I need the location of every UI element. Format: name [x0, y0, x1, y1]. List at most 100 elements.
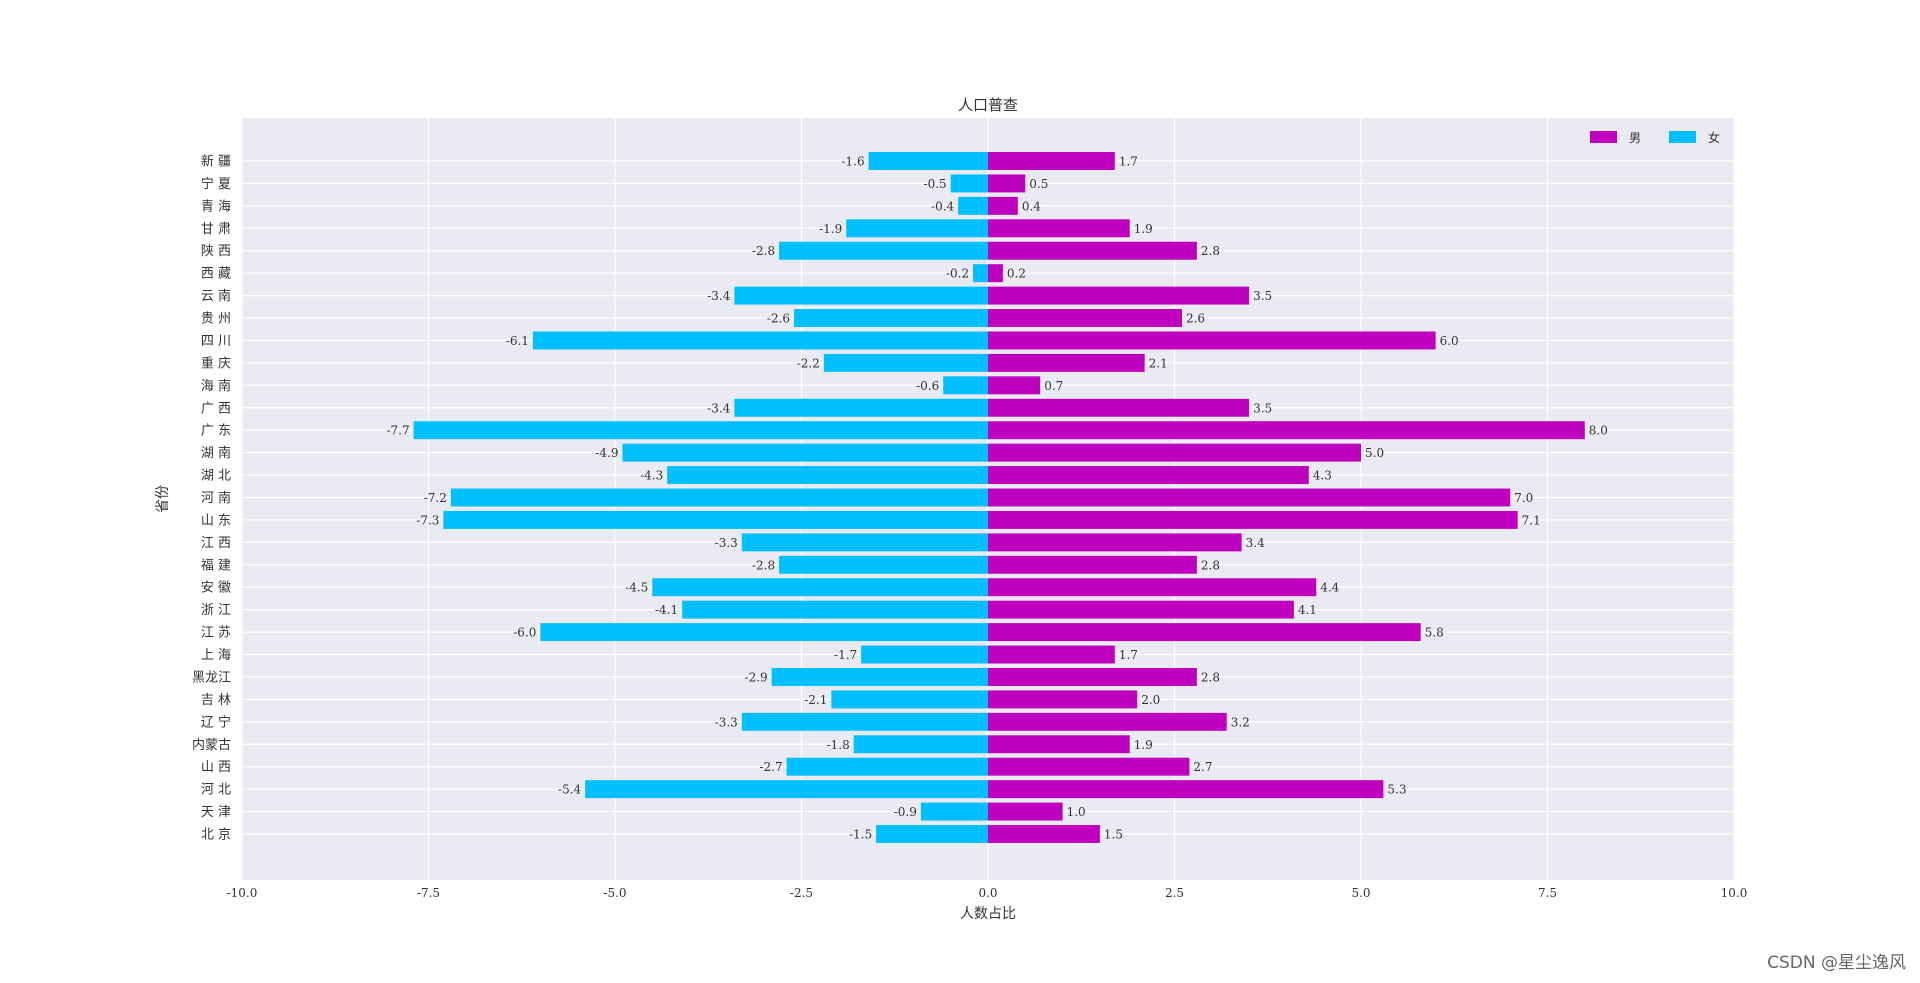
bar-female-29	[950, 174, 988, 193]
bar-male-14	[988, 510, 1518, 529]
bar-female-10	[682, 600, 988, 619]
bar-value-labels: 1.5 1.0 5.3 2.7 1.9 3.2 2.0 2.8 1.7 5.8 4.14.4 2.8 3…	[386, 155, 1607, 842]
value-label-female-20: -0.6	[916, 379, 939, 393]
y-tick-label: 内蒙古	[192, 737, 231, 753]
value-label-female-26: -2.8	[752, 244, 775, 258]
x-tick-label: 0.0	[978, 886, 997, 900]
value-label-female-3: -2.7	[759, 760, 782, 774]
bar-male-15	[988, 488, 1511, 507]
y-tick-label: 青 海	[201, 199, 231, 214]
y-tick-label: 山 西	[201, 760, 231, 775]
y-tick-label: 湖 南	[201, 445, 231, 461]
value-label-male-5: 3.2	[1231, 715, 1250, 729]
value-label-female-22: -6.1	[506, 334, 529, 348]
value-label-male-21: 2.1	[1149, 356, 1168, 370]
bar-male-17	[988, 443, 1361, 462]
bar-male-4	[988, 735, 1130, 754]
value-label-male-26: 2.8	[1201, 244, 1220, 258]
value-label-male-23: 2.6	[1186, 312, 1205, 326]
value-label-male-11: 4.4	[1320, 581, 1339, 595]
y-tick-label: 天 津	[201, 805, 231, 820]
watermark: CSDN @星尘逸风	[1767, 953, 1906, 973]
x-axis-label: 人数占比	[960, 906, 1016, 922]
y-tick-label: 上 海	[201, 648, 231, 663]
bar-male-7	[988, 667, 1197, 686]
y-tick-label: 云 南	[201, 288, 231, 304]
y-tick-label: 贵 州	[201, 312, 231, 327]
bar-female-4	[853, 735, 988, 754]
value-label-female-4: -1.8	[827, 738, 850, 752]
value-label-female-23: -2.6	[767, 312, 790, 326]
legend: 男 女	[1590, 130, 1720, 145]
bar-male-24	[988, 286, 1250, 305]
y-tick-label: 广 西	[201, 401, 231, 416]
bar-male-22	[988, 331, 1436, 350]
x-tick-label: -7.5	[417, 886, 440, 900]
value-label-female-16: -4.3	[640, 469, 663, 483]
value-label-male-29: 0.5	[1029, 177, 1048, 191]
bars-group	[413, 152, 1585, 843]
x-tick-label: -10.0	[227, 886, 258, 900]
value-label-female-17: -4.9	[595, 446, 618, 460]
value-label-male-30: 1.7	[1119, 155, 1138, 169]
bar-male-2	[988, 780, 1384, 799]
y-tick-label: 江 苏	[201, 625, 231, 641]
bar-male-13	[988, 533, 1242, 552]
value-label-male-28: 0.4	[1022, 199, 1041, 213]
bar-female-28	[958, 196, 988, 215]
value-label-male-8: 1.7	[1119, 648, 1138, 662]
value-label-female-15: -7.2	[424, 491, 447, 505]
value-label-female-2: -5.4	[558, 783, 582, 797]
value-label-male-6: 2.0	[1141, 693, 1160, 707]
legend-swatch-male	[1590, 131, 1617, 143]
bar-female-25	[973, 264, 988, 283]
bar-female-23	[794, 309, 988, 328]
bar-female-18	[413, 421, 989, 440]
value-label-female-19: -3.4	[707, 401, 731, 415]
value-label-male-0: 1.5	[1104, 828, 1123, 842]
value-label-female-0: -1.5	[849, 828, 872, 842]
bar-male-18	[988, 421, 1585, 440]
value-label-female-24: -3.4	[707, 289, 731, 303]
value-label-male-15: 7.0	[1514, 491, 1533, 505]
bar-male-6	[988, 690, 1138, 709]
y-tick-label: 黑龙江	[192, 670, 231, 685]
x-tick-labels: -10.0 -7.5 -5.0 -2.5 0.0 2.5 5.0 7.5 10.0	[227, 886, 1748, 900]
value-label-female-21: -2.2	[797, 356, 820, 370]
bar-male-30	[988, 152, 1115, 170]
y-tick-label: 广 东	[201, 424, 231, 439]
value-label-female-28: -0.4	[931, 199, 955, 213]
bar-female-11	[652, 578, 988, 597]
bar-male-23	[988, 309, 1182, 328]
bar-male-11	[988, 578, 1317, 597]
bar-female-27	[846, 219, 988, 238]
value-label-female-5: -3.3	[715, 715, 738, 729]
value-label-female-10: -4.1	[655, 603, 678, 617]
y-tick-label: 浙 江	[201, 603, 231, 618]
bar-male-12	[988, 555, 1197, 574]
bar-female-15	[450, 488, 988, 507]
value-label-female-11: -4.5	[625, 581, 648, 595]
bar-female-22	[532, 331, 988, 350]
bar-female-1	[920, 802, 988, 821]
bar-female-24	[734, 286, 988, 305]
y-tick-label: 重 庆	[201, 355, 231, 371]
value-label-male-12: 2.8	[1201, 558, 1220, 572]
y-tick-label: 河 南	[201, 490, 231, 506]
bar-male-29	[988, 174, 1026, 193]
bar-female-16	[667, 466, 988, 485]
bar-male-9	[988, 623, 1421, 642]
x-tick-label: 10.0	[1721, 886, 1748, 900]
y-tick-label: 四 川	[201, 334, 231, 349]
x-tick-label: 5.0	[1351, 886, 1370, 900]
value-label-male-27: 1.9	[1134, 222, 1153, 236]
bar-female-19	[734, 398, 988, 417]
value-label-male-7: 2.8	[1201, 670, 1220, 684]
value-label-female-9: -6.0	[513, 626, 536, 640]
bar-male-25	[988, 264, 1003, 283]
value-label-male-13: 3.4	[1246, 536, 1265, 550]
value-label-male-17: 5.0	[1365, 446, 1384, 460]
bar-female-17	[622, 443, 988, 462]
y-tick-label: 北 京	[201, 828, 231, 843]
bar-male-21	[988, 353, 1145, 372]
